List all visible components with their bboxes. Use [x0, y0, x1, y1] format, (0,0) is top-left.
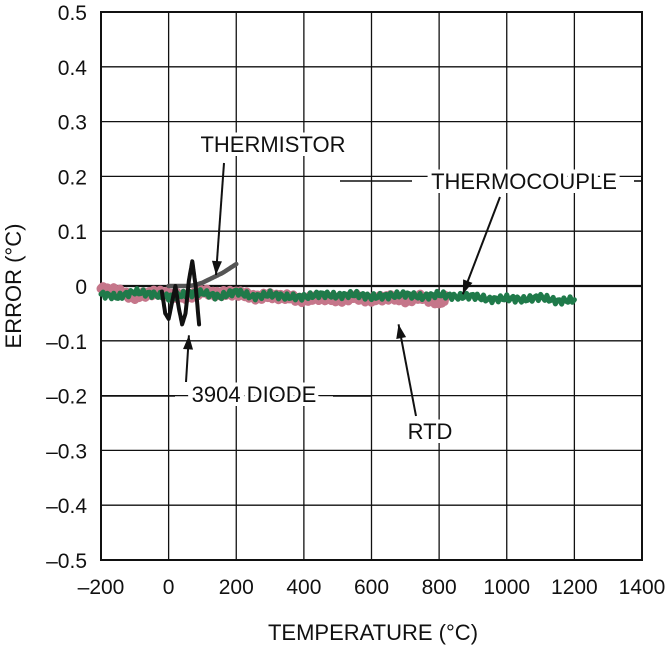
y-tick-label: –0.3 — [46, 440, 87, 463]
x-tick-label: 1000 — [483, 576, 530, 599]
series-thermocouple — [98, 286, 577, 307]
x-tick-label: 600 — [354, 576, 389, 599]
x-tick-label: 400 — [286, 576, 321, 599]
x-tick-label: 1400 — [619, 576, 666, 599]
y-tick-label: –0.4 — [46, 495, 87, 518]
y-tick-label: 0.1 — [58, 221, 87, 244]
thermistor-arrowhead — [211, 260, 222, 276]
y-tick-label: –0.2 — [46, 386, 87, 409]
x-axis-title: TEMPERATURE (°C) — [268, 620, 478, 645]
thermocouple-arrow-line — [461, 196, 501, 295]
y-tick-label: 0.5 — [58, 2, 87, 25]
x-tick-label: 1200 — [551, 576, 598, 599]
annotations-layer: THERMISTOR THERMOCOUPLE 3904 DIODE RTD — [101, 128, 642, 448]
y-tick-label: 0 — [75, 276, 87, 299]
series-3904-diode — [159, 259, 202, 327]
thermocouple-label: THERMOCOUPLE — [431, 169, 617, 194]
series-layer — [96, 259, 577, 327]
3904-diode-arrowhead — [183, 335, 194, 350]
rtd-label: RTD — [408, 419, 453, 444]
3904-diode-label: 3904 DIODE — [192, 382, 317, 407]
series-thermistor — [166, 261, 239, 289]
y-tick-label: 0.4 — [58, 57, 88, 80]
thermistor-label: THERMISTOR — [200, 132, 345, 157]
thermistor-arrow-line — [214, 162, 225, 276]
y-axis-title: ERROR (°C) — [1, 224, 26, 349]
x-tick-label: 200 — [219, 576, 254, 599]
y-tick-label: 0.2 — [58, 166, 87, 189]
y-tick-label: –0.5 — [46, 550, 87, 573]
tick-labels: –200 0 200 400 600 800 1000 1200 1400 0.5 0.4 0.3 0.… — [46, 2, 665, 599]
rtd-arrowhead — [396, 324, 407, 340]
thermocouple-arrowhead — [462, 279, 473, 295]
x-tick-label: 0 — [163, 576, 175, 599]
x-tick-label: –200 — [78, 576, 125, 599]
x-tick-label: 800 — [422, 576, 457, 599]
y-tick-label: 0.3 — [58, 112, 87, 135]
y-tick-label: –0.1 — [46, 331, 87, 354]
rtd-arrow-line — [397, 324, 417, 417]
